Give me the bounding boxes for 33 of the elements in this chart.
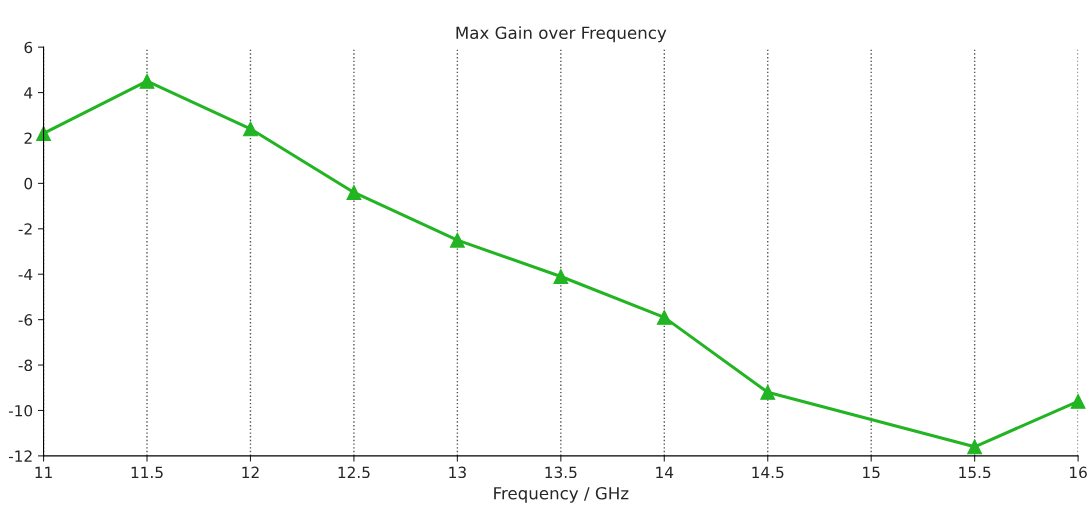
y-tick-label: -10 bbox=[8, 404, 33, 417]
y-tick-label: 2 bbox=[24, 132, 32, 144]
x-tick-label: 13 bbox=[449, 466, 466, 479]
y-tick-label: -12 bbox=[8, 450, 32, 462]
y-tick-label: -2 bbox=[18, 223, 32, 235]
chart-title: Max Gain over Frequency bbox=[456, 26, 667, 43]
point bbox=[139, 73, 155, 89]
x-tick-label: 12.5 bbox=[338, 466, 370, 479]
y-tick-label: -4 bbox=[18, 268, 33, 281]
y-tick-label: -8 bbox=[18, 359, 33, 372]
x-tick-label: 11.5 bbox=[131, 466, 163, 479]
x-tick-label: 14 bbox=[656, 466, 674, 478]
y-tick-label: 4 bbox=[24, 87, 33, 99]
point bbox=[967, 439, 983, 455]
y-tick-label: -6 bbox=[18, 314, 33, 326]
x-tick-label: 16 bbox=[1070, 466, 1087, 479]
point bbox=[1070, 393, 1086, 409]
point bbox=[760, 384, 776, 400]
y-tick-label: 6 bbox=[24, 41, 33, 54]
x-tick-label: 14.5 bbox=[752, 466, 784, 479]
point bbox=[243, 121, 258, 137]
x-axis-title: Frequency / GHz bbox=[494, 486, 629, 503]
point bbox=[346, 185, 362, 200]
x-tick-label: 15 bbox=[863, 466, 880, 479]
point bbox=[553, 269, 569, 284]
y-tick-label: 0 bbox=[24, 177, 33, 190]
x-tick-label: 13.5 bbox=[545, 466, 577, 479]
point bbox=[656, 309, 672, 325]
x-tick-label: 11 bbox=[35, 466, 52, 478]
point bbox=[449, 232, 465, 248]
point bbox=[36, 125, 52, 141]
x-tick-label: 15.5 bbox=[959, 466, 991, 479]
x-tick-label: 12 bbox=[242, 466, 259, 478]
